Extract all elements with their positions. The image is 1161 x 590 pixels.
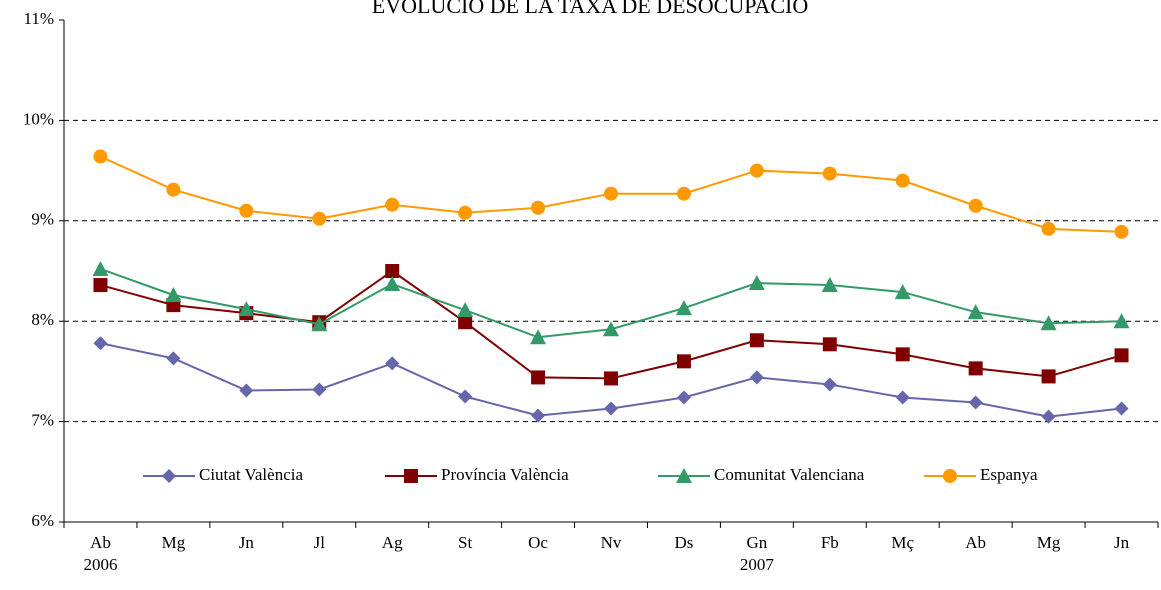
marker (895, 390, 910, 405)
legend-label: Ciutat València (199, 465, 303, 484)
x-tick-label: Jn (1114, 533, 1130, 552)
marker (895, 347, 910, 362)
marker (1041, 221, 1056, 236)
y-tick-label: 10% (23, 109, 54, 128)
legend-label: Espanya (980, 465, 1038, 484)
marker (531, 408, 546, 423)
legend-label: Comunitat Valenciana (714, 465, 865, 484)
marker (604, 371, 618, 386)
x-tick-label: Mç (891, 533, 914, 552)
x-tick-label: Ab (965, 533, 986, 552)
marker (749, 333, 764, 348)
marker (1041, 369, 1056, 384)
marker (166, 182, 181, 197)
marker (894, 284, 911, 300)
marker (165, 287, 182, 303)
marker (1114, 348, 1129, 363)
y-tick-label: 8% (31, 310, 54, 329)
marker (312, 211, 327, 226)
marker (530, 329, 547, 345)
marker (604, 401, 618, 416)
y-tick-label: 9% (31, 210, 54, 229)
x-tick-label: Oc (528, 533, 548, 552)
marker (312, 382, 327, 397)
marker (166, 351, 181, 366)
legend-label: Província València (441, 465, 569, 484)
marker (968, 361, 983, 376)
x-tick-label: Ag (382, 533, 403, 552)
marker (92, 260, 109, 276)
y-tick-label: 7% (31, 411, 54, 430)
x-tick-label: Jl (314, 533, 326, 552)
marker (384, 276, 401, 292)
marker (968, 198, 983, 213)
x-year-label: 2006 (83, 555, 117, 574)
marker (749, 163, 764, 178)
y-tick-label: 6% (31, 511, 54, 530)
marker (162, 469, 176, 483)
marker (748, 275, 765, 291)
marker (93, 278, 108, 293)
marker (385, 264, 400, 278)
marker (457, 302, 474, 318)
marker (1041, 409, 1056, 424)
marker (239, 203, 254, 218)
marker (93, 336, 108, 351)
marker (531, 370, 546, 385)
marker (749, 370, 764, 385)
marker (404, 469, 418, 483)
x-tick-label: Gn (746, 533, 767, 552)
marker (676, 186, 691, 201)
marker (385, 197, 400, 212)
marker (676, 390, 691, 405)
marker (1114, 224, 1129, 239)
marker (822, 166, 837, 181)
x-tick-label: Ab (90, 533, 111, 552)
x-tick-label: Fb (821, 533, 839, 552)
marker (238, 301, 255, 317)
marker (675, 300, 692, 316)
marker (458, 205, 473, 220)
x-year-label: 2007 (740, 555, 775, 574)
marker (1114, 401, 1129, 416)
marker (676, 468, 692, 483)
x-tick-label: Jn (239, 533, 255, 552)
marker (531, 200, 546, 215)
chart-title: EVOLUCIÓ DE LA TAXA DE DESOCUPACIÓ (372, 0, 808, 18)
x-tick-label: Ds (674, 533, 693, 552)
marker (943, 469, 957, 483)
marker (458, 389, 473, 404)
marker (239, 383, 254, 398)
marker (1040, 315, 1057, 331)
marker (895, 173, 910, 188)
marker (603, 321, 619, 337)
marker (822, 377, 837, 392)
marker (604, 186, 618, 201)
marker (311, 316, 328, 332)
x-tick-label: Nv (601, 533, 622, 552)
x-tick-label: St (458, 533, 472, 552)
marker (458, 315, 473, 330)
x-tick-label: Mg (162, 533, 186, 552)
marker (1113, 313, 1130, 329)
marker (676, 354, 691, 369)
marker (821, 277, 838, 293)
marker (968, 395, 983, 410)
marker (822, 337, 837, 352)
marker (385, 356, 400, 371)
y-tick-label: 11% (23, 9, 54, 28)
marker (93, 149, 108, 164)
x-tick-label: Mg (1037, 533, 1061, 552)
marker (967, 304, 984, 320)
